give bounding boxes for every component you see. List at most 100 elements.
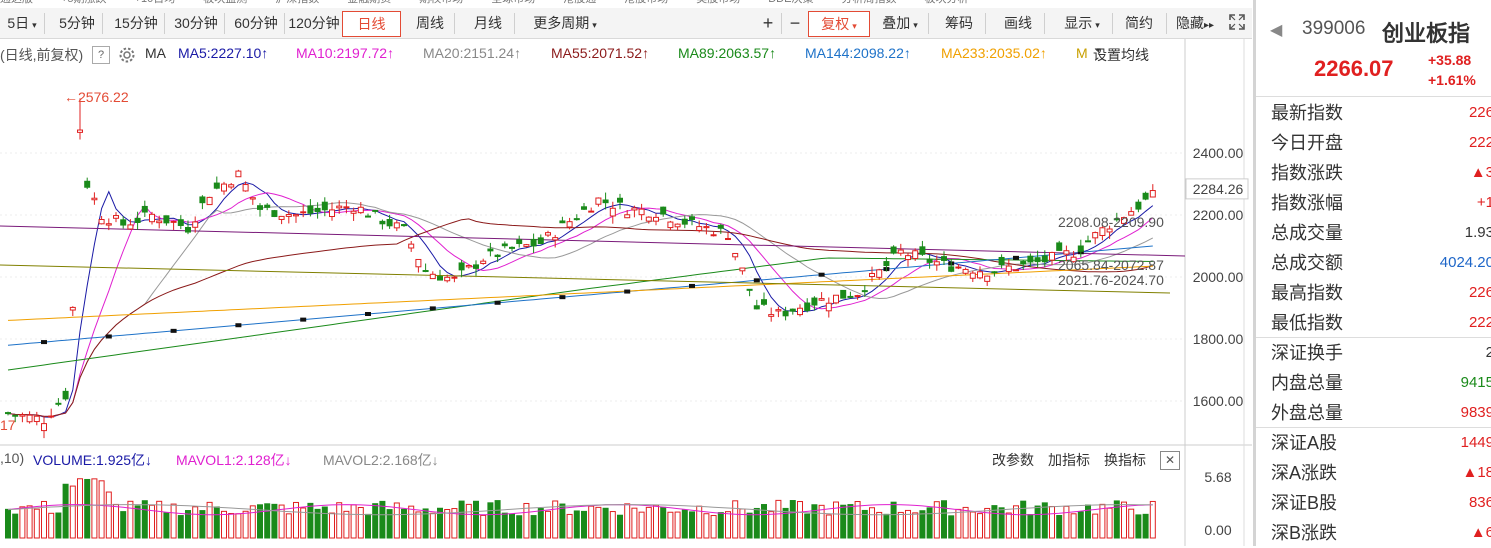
quote-value: 226 <box>1468 104 1491 121</box>
period-5day[interactable]: 5日 ▾ <box>0 13 45 34</box>
top-nav-item[interactable]: 板块监测 <box>203 0 247 5</box>
candle-body <box>372 209 379 212</box>
close-indicator-icon[interactable]: ✕ <box>1160 451 1180 470</box>
zoom-in-button[interactable]: + <box>755 13 782 34</box>
quote-value: 222 <box>1468 134 1491 151</box>
top-nav-item[interactable]: 期权市场 <box>419 0 463 5</box>
candle-body <box>833 294 839 304</box>
volume-bar <box>833 501 839 539</box>
volume-bar <box>1128 508 1135 539</box>
zoom-out-button[interactable]: − <box>789 13 801 33</box>
period-15min[interactable]: 15分钟 <box>108 13 165 34</box>
add-indicator-button[interactable]: 加指标 <box>1048 452 1090 468</box>
quote-value: 836 <box>1468 494 1491 511</box>
candle-body <box>761 299 767 305</box>
vol-legend-item: VOLUME:1.925亿↓ <box>33 452 153 468</box>
volume-bar <box>444 508 451 539</box>
quote-row: 内盘总量 9415 <box>1271 368 1491 398</box>
top-nav-item[interactable]: 金融期货 <box>347 0 391 5</box>
candle-body <box>177 219 184 226</box>
period-weekly[interactable]: 周线 <box>406 13 455 34</box>
candle-body <box>825 302 832 312</box>
candle-body <box>444 276 451 282</box>
quote-label: 最高指数 <box>1271 283 1343 303</box>
candle-body <box>602 199 609 204</box>
candle-body <box>710 234 717 237</box>
kline-chart[interactable]: 2400.00 2284.26 2200.00 2000.00 1800.00 1600.… <box>0 0 1252 546</box>
volume-bar <box>768 511 775 539</box>
quote-value: ▲6 <box>1470 524 1491 541</box>
price-axis-label: 2400.00 <box>1193 145 1244 161</box>
top-nav-item[interactable]: 全球市场 <box>491 0 535 5</box>
candle-body <box>62 390 69 400</box>
candle-body <box>192 221 199 228</box>
display-button[interactable]: 显示 ▾ <box>1052 13 1113 34</box>
mavol2-line <box>7 504 1153 516</box>
period-60min[interactable]: 60分钟 <box>228 13 285 34</box>
quote-row: 最新指数 226 <box>1271 98 1491 128</box>
candle-body <box>1027 255 1034 263</box>
candle-body <box>840 289 847 299</box>
candle-body <box>19 414 26 417</box>
candle-body <box>624 214 631 219</box>
period-monthly[interactable]: 月线 <box>462 13 515 34</box>
fullscreen-icon[interactable] <box>1226 13 1248 34</box>
ma-legend-item: MA233:2035.02↑ <box>941 45 1047 61</box>
top-nav-item[interactable]: +5期涨跌 <box>61 0 107 5</box>
top-nav-item[interactable]: 沪深指数 <box>275 0 319 5</box>
edit-params-button[interactable]: 改参数 <box>992 452 1034 468</box>
draw-line-button[interactable]: 画线 <box>992 13 1045 34</box>
volume-bar <box>213 506 220 539</box>
top-nav-item[interactable]: 板块分析 <box>924 0 968 5</box>
top-nav-item[interactable]: 通达版 <box>0 0 33 5</box>
period-30min[interactable]: 30分钟 <box>168 13 225 34</box>
top-nav-item[interactable]: DDE决策 <box>768 0 813 5</box>
period-more[interactable]: 更多周期 ▾ <box>533 15 597 31</box>
chips-button[interactable]: 筹码 <box>933 13 986 34</box>
volume-bar <box>415 511 422 539</box>
candle-body <box>609 207 616 217</box>
volume-bar <box>739 508 746 539</box>
overlay-button[interactable]: 叠加 ▾ <box>872 13 929 34</box>
candle-body <box>595 197 602 205</box>
volume-bar <box>156 500 163 539</box>
candle-body <box>984 275 991 282</box>
volume-bar <box>408 505 415 539</box>
ma-line <box>7 192 1154 417</box>
candle-body <box>55 402 62 405</box>
gear-icon[interactable] <box>118 46 136 67</box>
candle-body <box>33 415 40 423</box>
top-nav-item[interactable]: +10日均 <box>135 0 176 5</box>
volume-axis-label: 5.68 <box>1204 469 1231 485</box>
volume-bar <box>530 515 537 539</box>
vol-legend-item: MAVOL1:2.128亿↓ <box>176 452 292 468</box>
volume-bar <box>458 500 465 539</box>
period-5min[interactable]: 5分钟 <box>52 13 103 34</box>
switch-indicator-button[interactable]: 换指标 <box>1104 452 1146 468</box>
hide-button[interactable]: 隐藏▸▸ <box>1175 15 1215 31</box>
quote-panel: ◀ 399006 创业板指 2266.07 +35.88 +1.61% 最新指数… <box>1253 0 1491 546</box>
volume-bar <box>905 509 911 539</box>
fuquan-button[interactable]: 复权 ▾ <box>808 11 870 37</box>
ma-marker <box>1013 255 1019 260</box>
volume-bar <box>357 507 364 539</box>
candle-body <box>696 226 703 231</box>
top-nav-item[interactable]: 港股市场 <box>624 0 668 5</box>
simple-button[interactable]: 简约 <box>1112 13 1167 34</box>
quote-value: 9839 <box>1460 404 1491 421</box>
candle-body <box>293 214 299 217</box>
top-nav-item[interactable]: 美股市场 <box>696 0 740 5</box>
volume-bar <box>84 478 91 539</box>
volume-bar <box>1149 500 1156 539</box>
help-icon[interactable]: ? <box>92 46 110 64</box>
candle-body <box>473 264 479 269</box>
candle-body <box>1070 256 1077 263</box>
candle-body <box>91 197 98 201</box>
candle-body <box>458 262 465 271</box>
back-chevron-icon[interactable]: ◀ <box>1270 22 1283 39</box>
top-nav-item[interactable]: 分析周指数 <box>841 0 896 5</box>
top-nav-item[interactable]: 港股通 <box>563 0 596 5</box>
candle-body <box>1077 245 1084 252</box>
volume-bar <box>1013 505 1019 539</box>
period-daily[interactable]: 日线 <box>342 11 401 37</box>
